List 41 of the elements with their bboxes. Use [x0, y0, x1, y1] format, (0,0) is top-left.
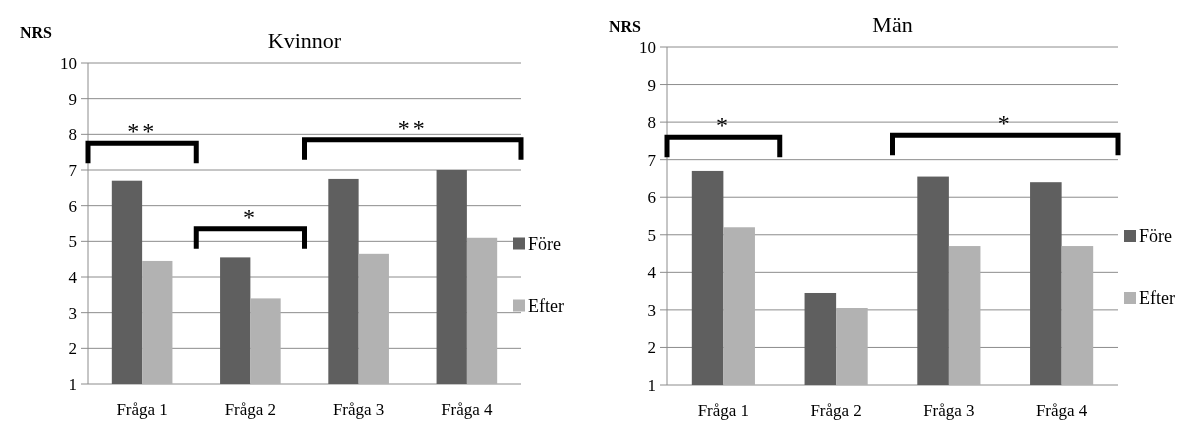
y-tick-label: 10 — [639, 37, 656, 57]
y-tick-label: 2 — [68, 339, 77, 359]
x-tick-label: Fråga 2 — [224, 400, 277, 419]
legend-label: Efter — [1139, 288, 1175, 309]
x-tick-label: Fråga 3 — [923, 401, 975, 420]
y-tick-label: 7 — [647, 150, 657, 170]
y-tick-label: 3 — [68, 303, 77, 323]
x-tick-label: Fråga 4 — [441, 400, 494, 419]
y-tick-label: 4 — [68, 267, 78, 287]
legend-label: Före — [1139, 226, 1172, 247]
y-tick-label: 4 — [647, 263, 657, 283]
x-tick-label: Fråga 3 — [332, 400, 385, 419]
y-tick-label: 8 — [68, 125, 77, 145]
annotation: * — [242, 203, 258, 230]
chart-title: Män — [872, 12, 913, 37]
y-axis-title: NRS — [20, 24, 53, 41]
chart-title: Kvinnor — [267, 28, 342, 53]
y-tick-label: 3 — [647, 300, 656, 320]
y-tick-label: 6 — [647, 188, 656, 208]
x-tick-label: Fråga 1 — [116, 400, 168, 419]
annotation: ** — [397, 114, 428, 141]
y-tick-label: 9 — [647, 75, 656, 95]
y-tick-label: 5 — [647, 225, 656, 245]
annotation: * — [715, 112, 731, 139]
legend-label: Efter — [528, 295, 564, 316]
annotation: ** — [127, 118, 158, 145]
x-tick-label: Fråga 1 — [697, 401, 750, 420]
y-tick-label: 8 — [647, 113, 656, 133]
y-tick-label: 5 — [68, 232, 77, 252]
y-tick-label: 2 — [647, 338, 656, 358]
y-tick-label: 1 — [68, 374, 77, 394]
y-tick-label: 10 — [60, 53, 77, 73]
x-tick-label: Fråga 4 — [1035, 401, 1088, 420]
legend-label: Före — [528, 233, 561, 254]
annotation: * — [997, 110, 1013, 137]
y-tick-label: 1 — [647, 375, 656, 395]
y-axis-title: NRS — [609, 18, 642, 35]
y-tick-label: 9 — [68, 89, 77, 109]
y-tick-label: 7 — [68, 160, 78, 180]
y-tick-label: 6 — [68, 196, 77, 216]
x-tick-label: Fråga 2 — [810, 401, 862, 420]
